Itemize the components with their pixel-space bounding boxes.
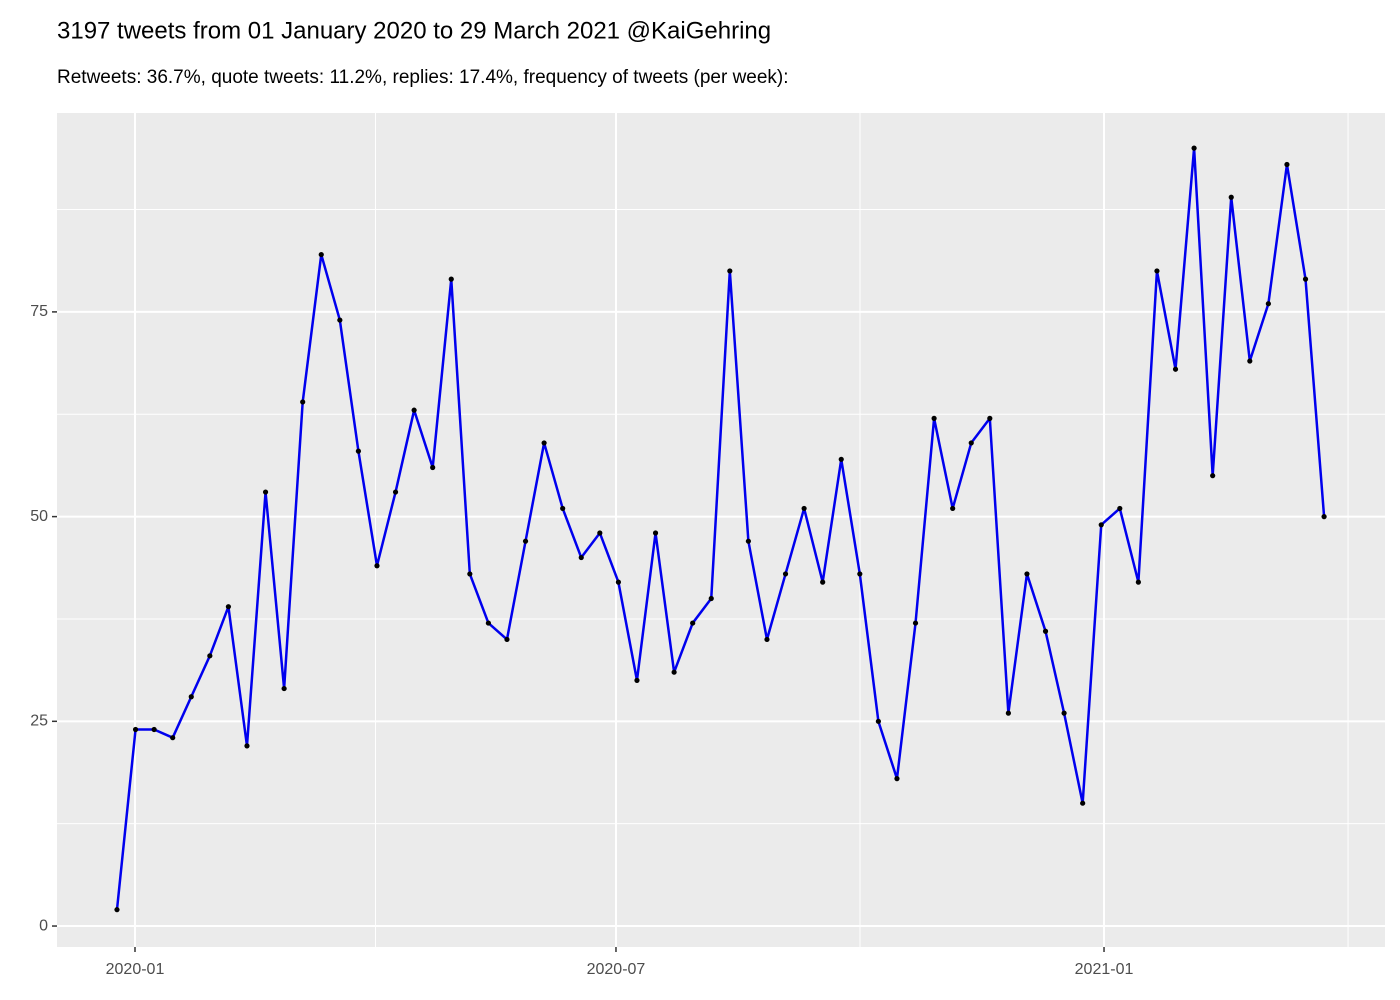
data-point [188, 694, 194, 700]
data-point [931, 415, 937, 421]
data-point [1080, 800, 1086, 806]
data-point [912, 620, 919, 626]
data-point [1024, 571, 1030, 577]
x-tick-label: 2021-01 [1075, 961, 1134, 978]
data-point [300, 399, 306, 405]
data-point [1284, 161, 1290, 168]
data-point [225, 604, 232, 610]
x-tick-label: 2020-07 [587, 961, 646, 978]
data-point [522, 538, 529, 544]
data-point [1135, 579, 1141, 585]
data-point [652, 530, 659, 536]
data-point [894, 776, 900, 782]
data-point [727, 268, 733, 274]
data-point [875, 718, 881, 724]
data-point [1098, 522, 1104, 528]
y-tick-label: 0 [39, 917, 48, 934]
data-point [448, 276, 454, 282]
data-point [467, 571, 473, 577]
plot-panel [57, 113, 1385, 947]
data-point [114, 907, 120, 913]
data-point [968, 440, 974, 446]
x-tick-label: 2020-01 [106, 961, 165, 978]
data-point [1042, 628, 1049, 634]
data-point [411, 407, 417, 413]
data-point [207, 653, 213, 659]
data-point [838, 456, 844, 462]
chart-subtitle: Retweets: 36.7%, quote tweets: 11.2%, re… [57, 67, 789, 88]
data-point [262, 489, 269, 495]
data-point [1005, 710, 1011, 716]
data-point [597, 530, 603, 536]
data-point [374, 563, 380, 569]
data-point [1228, 194, 1234, 200]
data-point [1247, 358, 1253, 364]
data-point [578, 554, 584, 561]
data-point [820, 579, 826, 585]
data-point [1061, 710, 1067, 716]
data-point [950, 505, 956, 512]
data-point [1191, 145, 1197, 151]
data-point [244, 743, 250, 749]
data-point [690, 620, 696, 626]
data-point [504, 636, 510, 643]
data-point [318, 251, 324, 258]
data-point [745, 538, 751, 544]
data-point [801, 505, 807, 512]
data-point [1302, 276, 1309, 282]
data-point [132, 726, 139, 733]
data-point [764, 636, 770, 643]
data-point [151, 726, 157, 733]
y-tick-label: 50 [30, 508, 48, 525]
data-point [987, 415, 993, 421]
data-point [541, 440, 547, 446]
data-point [1321, 514, 1327, 520]
data-point [392, 489, 399, 495]
data-point [1172, 366, 1179, 372]
chart-title: 3197 tweets from 01 January 2020 to 29 M… [57, 17, 771, 44]
series-line [115, 146, 1326, 910]
data-point [1265, 301, 1271, 307]
data-point [615, 579, 621, 585]
data-point [430, 464, 436, 471]
data-point [634, 677, 640, 683]
data-point [560, 505, 566, 512]
data-point [337, 317, 343, 323]
y-tick-label: 75 [30, 303, 48, 320]
data-point [671, 669, 677, 675]
data-point [281, 685, 287, 692]
data-point [485, 620, 492, 626]
data-point [170, 735, 176, 741]
data-point [857, 571, 863, 577]
data-point [1210, 473, 1216, 479]
y-tick-label: 25 [30, 713, 48, 730]
data-point [708, 595, 714, 602]
data-point [1117, 505, 1123, 512]
data-point [782, 571, 789, 577]
data-point [1154, 268, 1160, 274]
data-point [355, 448, 362, 454]
